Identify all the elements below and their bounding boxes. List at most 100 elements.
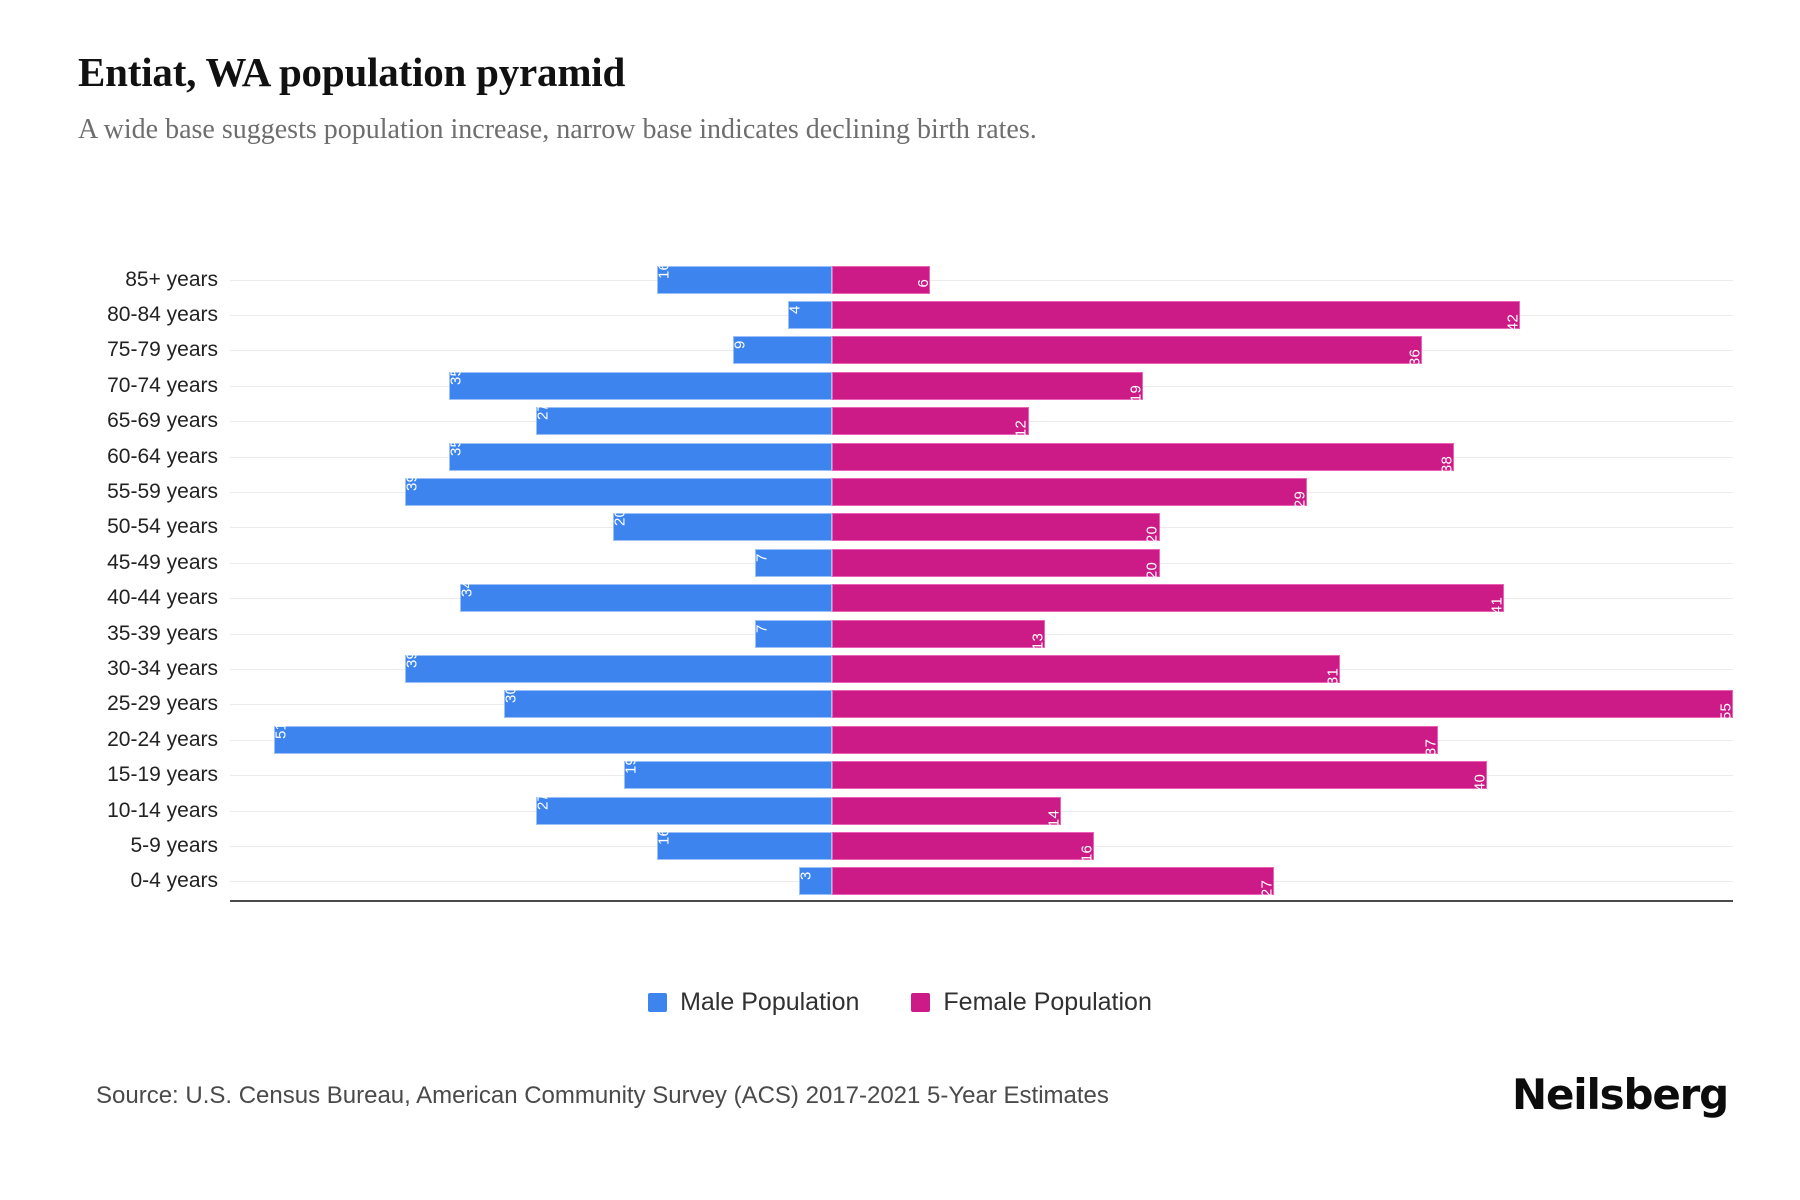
male-bar[interactable]: 3 (797, 867, 832, 896)
female-bar[interactable]: 20 (831, 513, 1161, 544)
female-bar-value: 12 (1013, 420, 1031, 438)
male-bar-value: 27 (534, 792, 552, 810)
female-bar-value: 27 (1258, 880, 1276, 898)
female-bar[interactable]: 27 (831, 867, 1276, 898)
male-bar[interactable]: 7 (753, 619, 832, 648)
male-bar-value: 4 (786, 305, 804, 315)
female-bar[interactable]: 16 (831, 831, 1096, 862)
chart-footer: Source: U.S. Census Bureau, American Com… (0, 1070, 1800, 1140)
male-bar-value: 7 (753, 553, 771, 562)
female-bar-value: 37 (1422, 738, 1440, 756)
female-bar[interactable]: 13 (831, 619, 1046, 650)
pyramid-row: 60-64 years 35 38 (78, 439, 1733, 474)
female-bar[interactable]: 42 (831, 301, 1522, 332)
pyramid-row: 50-54 years 20 20 (78, 509, 1733, 545)
row-track: 7 13 (230, 616, 1733, 651)
male-bar[interactable]: 19 (623, 757, 832, 790)
y-axis-tick-label: 20-24 years (107, 727, 218, 751)
pyramid-row: 10-14 years 27 14 (78, 792, 1733, 828)
row-bars: 3 27 (230, 864, 1733, 899)
row-bars: 16 6 (230, 262, 1733, 297)
female-color-swatch-icon (911, 993, 931, 1012)
pyramid-row: 45-49 years 7 20 (78, 545, 1733, 580)
row-bars: 30 55 (230, 686, 1735, 722)
female-bar-value: 55 (1717, 703, 1735, 721)
legend-label-male: Male Population (680, 988, 860, 1016)
female-bar-value: 19 (1127, 384, 1145, 402)
row-track: 3 27 (230, 864, 1733, 899)
male-bar[interactable]: 16 (655, 262, 832, 294)
female-bar[interactable]: 36 (831, 336, 1423, 367)
female-bar[interactable]: 38 (831, 442, 1456, 473)
row-bars: 34 41 (230, 580, 1733, 616)
row-track: 35 19 (230, 368, 1733, 403)
female-bar[interactable]: 55 (831, 690, 1735, 721)
female-bar[interactable]: 20 (831, 548, 1161, 579)
source-note: Source: U.S. Census Bureau, American Com… (96, 1082, 1109, 1109)
row-track: 7 20 (230, 545, 1733, 580)
female-bar[interactable]: 31 (831, 654, 1341, 685)
female-bar-value: 6 (914, 278, 932, 288)
male-bar-value: 51 (272, 721, 290, 739)
male-bar[interactable]: 27 (535, 792, 832, 825)
female-bar[interactable]: 14 (831, 796, 1063, 827)
female-bar[interactable]: 6 (831, 265, 932, 294)
legend-item-female[interactable]: Female Population (911, 988, 1152, 1017)
female-bar[interactable]: 37 (831, 725, 1440, 756)
row-track: 39 29 (230, 474, 1733, 509)
male-bar[interactable]: 39 (404, 651, 832, 683)
male-bar-value: 7 (753, 624, 771, 633)
female-bar[interactable]: 29 (831, 478, 1309, 508)
female-bar[interactable]: 41 (831, 584, 1505, 614)
male-bar-value: 16 (655, 261, 673, 279)
y-axis-tick-label: 40-44 years (107, 586, 218, 610)
male-bar-value: 3 (797, 871, 815, 881)
pyramid-row: 70-74 years 35 19 (78, 368, 1733, 403)
row-track: 35 38 (230, 439, 1733, 474)
row-track: 16 16 (230, 828, 1733, 863)
row-track: 51 37 (230, 722, 1733, 757)
row-bars: 4 42 (230, 297, 1733, 332)
male-bar-value: 35 (447, 367, 465, 385)
female-bar-value: 38 (1438, 455, 1456, 473)
chart-legend: Male Population Female Population (0, 988, 1800, 1017)
pyramid-rows: 85+ years 16 6 80-84 years 4 42 75-79 years 9 36… (78, 262, 1735, 899)
male-bar[interactable]: 35 (447, 439, 832, 471)
female-bar-value: 42 (1504, 314, 1522, 332)
row-bars: 35 19 (230, 368, 1733, 403)
row-bars: 16 16 (230, 828, 1733, 863)
y-axis-tick-label: 85+ years (125, 267, 218, 291)
male-bar[interactable]: 35 (447, 368, 832, 400)
row-bars: 20 20 (230, 509, 1733, 545)
female-bar[interactable]: 19 (831, 371, 1145, 402)
female-bar-value: 40 (1471, 774, 1489, 792)
chart-header: Entiat, WA population pyramid A wide bas… (78, 48, 1718, 147)
male-bar[interactable]: 51 (272, 722, 832, 754)
row-bars: 9 36 (230, 333, 1733, 368)
male-bar[interactable]: 39 (404, 474, 832, 507)
row-bars: 19 40 (230, 757, 1733, 792)
legend-item-male[interactable]: Male Population (648, 988, 859, 1017)
female-bar[interactable]: 40 (831, 761, 1489, 792)
y-axis-tick-label: 65-69 years (107, 409, 218, 433)
row-bars: 39 29 (230, 474, 1733, 509)
male-bar[interactable]: 9 (731, 336, 832, 365)
y-axis-tick-label: 60-64 years (107, 444, 218, 468)
male-bar[interactable]: 7 (753, 548, 832, 577)
brand-logo: Neilsberg (1512, 1070, 1729, 1119)
gridline (230, 279, 1733, 281)
pyramid-row: 65-69 years 27 12 (78, 403, 1733, 439)
male-bar-value: 9 (731, 340, 749, 350)
male-bar[interactable]: 20 (612, 509, 832, 542)
y-axis-tick-label: 75-79 years (107, 338, 218, 362)
male-bar[interactable]: 27 (535, 403, 832, 436)
male-bar-value: 27 (534, 403, 552, 421)
pyramid-row: 85+ years 16 6 (78, 262, 1733, 297)
female-bar[interactable]: 12 (831, 407, 1031, 438)
male-bar[interactable]: 4 (786, 301, 832, 330)
male-bar[interactable]: 16 (655, 828, 832, 860)
y-axis-tick-label: 45-49 years (107, 550, 218, 574)
male-bar[interactable]: 30 (502, 686, 832, 719)
male-bar[interactable]: 34 (458, 580, 832, 613)
y-axis-tick-label: 50-54 years (107, 515, 218, 539)
